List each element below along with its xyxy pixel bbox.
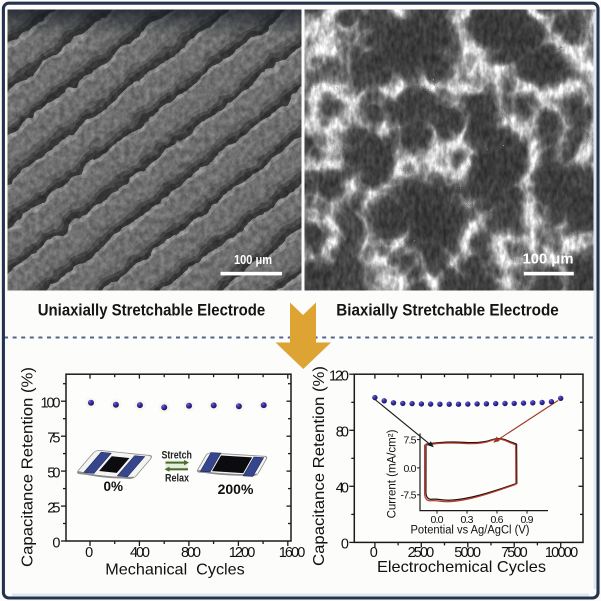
svg-text:1600: 1600 [279,545,306,561]
svg-text:80: 80 [336,425,349,441]
svg-text:120: 120 [329,369,349,385]
svg-text:Capacitance Retention (%): Capacitance Retention (%) [19,367,36,567]
svg-text:100 μm: 100 μm [523,251,574,268]
svg-text:400: 400 [130,545,150,561]
svg-text:Capacitance Retention (%): Capacitance Retention (%) [311,366,328,566]
svg-text:0: 0 [341,537,349,553]
svg-text:7.5: 7.5 [404,435,417,447]
svg-text:0.9: 0.9 [521,514,534,526]
svg-text:0.3: 0.3 [461,514,474,526]
svg-text:100 μm: 100 μm [234,253,272,267]
svg-text:0: 0 [52,535,60,551]
svg-text:0.6: 0.6 [491,514,504,526]
svg-text:25: 25 [47,500,60,516]
svg-text:0.0: 0.0 [404,463,417,475]
svg-text:50: 50 [47,465,60,481]
svg-text:100: 100 [41,396,61,412]
svg-text:Potential vs Ag/AgCl (V): Potential vs Ag/AgCl (V) [411,525,530,537]
svg-text:-7.5: -7.5 [401,490,417,502]
svg-text:Relax: Relax [165,472,190,484]
svg-text:10000: 10000 [545,545,578,561]
svg-text:800: 800 [181,545,201,561]
svg-text:Current (mA/cm²): Current (mA/cm²) [387,429,399,518]
svg-text:1200: 1200 [229,545,256,561]
svg-text:Mechanical Cycles: Mechanical Cycles [105,562,245,579]
svg-text:40: 40 [336,481,349,497]
svg-text:5000: 5000 [454,545,481,561]
svg-text:0: 0 [85,545,93,561]
svg-text:75: 75 [47,431,60,447]
svg-text:0.0: 0.0 [431,514,444,526]
svg-text:0%: 0% [104,479,124,494]
svg-text:200%: 200% [218,481,254,497]
svg-text:Electrochemical Cycles: Electrochemical Cycles [377,559,546,576]
svg-text:7500: 7500 [501,545,528,561]
svg-text:Stretch: Stretch [161,449,192,461]
svg-text:2500: 2500 [408,545,435,561]
svg-text:Uniaxially Stretchable Electro: Uniaxially Stretchable Electrode [38,301,266,320]
svg-text:Biaxially Stretchable Electrod: Biaxially Stretchable Electrode [336,301,559,320]
svg-text:0: 0 [370,545,378,561]
